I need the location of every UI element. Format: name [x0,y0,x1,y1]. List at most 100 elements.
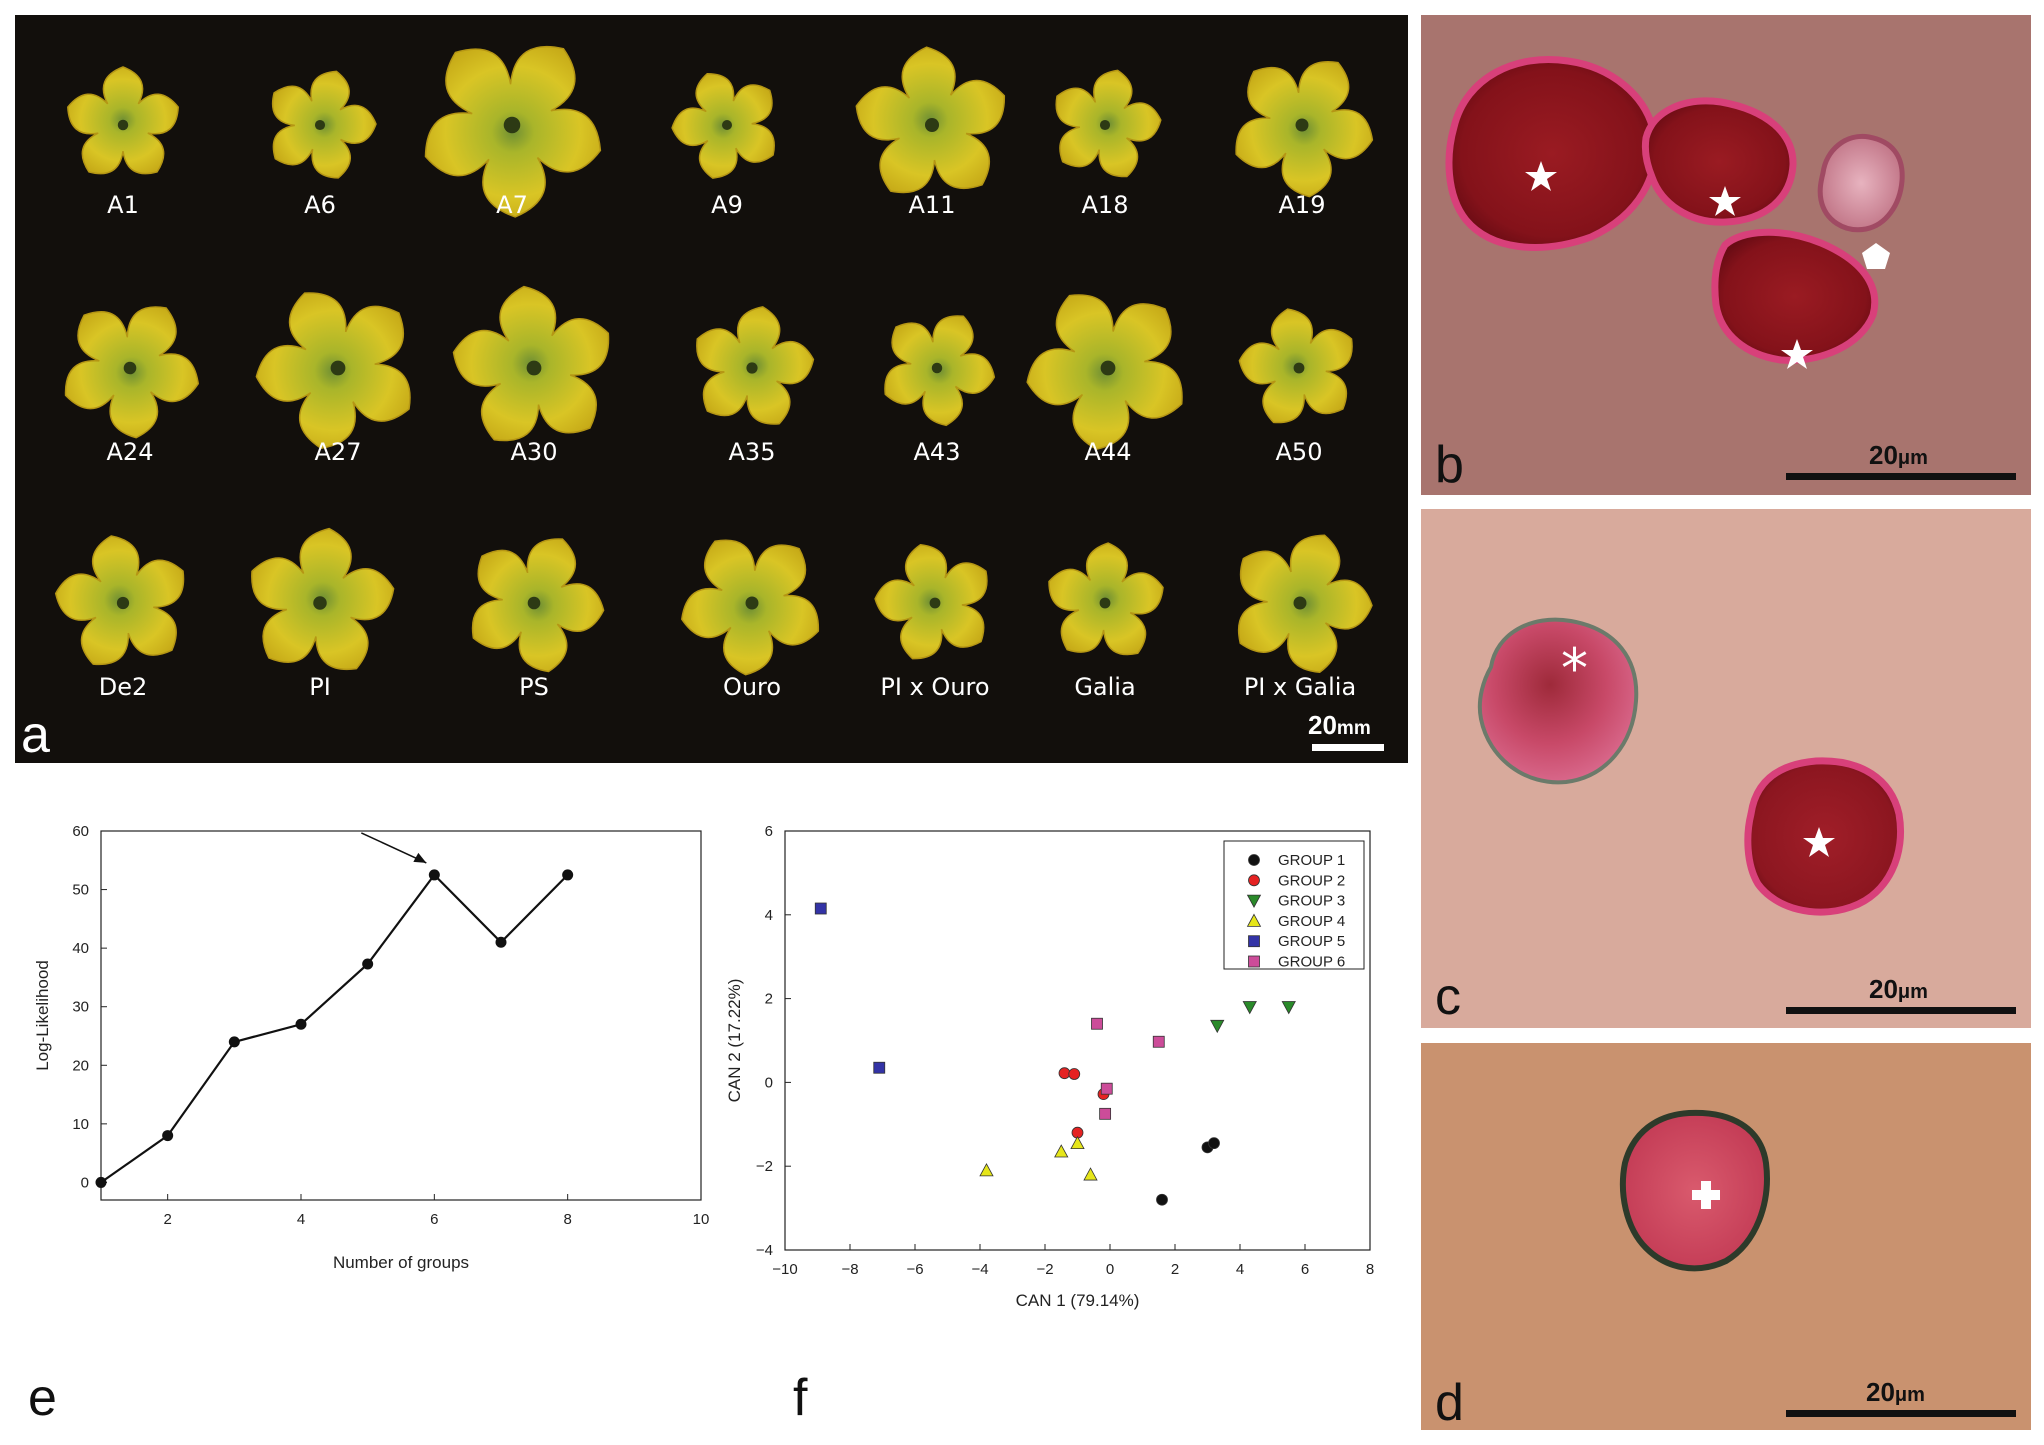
log-likelihood-chart: 2 4 6 8 10 0 10 20 30 40 50 60 Number of groups Log-L… [33,823,709,1272]
y-tick-label: 40 [72,940,89,957]
legend-label: GROUP 1 [1278,852,1345,869]
plot-frame [784,830,1371,1251]
flower-photo-panel: A1 A6 A7 A9 A11 A18 A19 A24 A27 A30 A35 A43 A44 A50 De… [15,15,1408,764]
flower-image [424,45,602,218]
arrow-head [413,852,427,863]
flower-label: A30 [510,438,558,466]
flower-label: A1 [107,191,139,219]
flower-image [1238,308,1353,424]
data-point [873,1061,886,1074]
flower-label: Ouro [722,673,782,701]
asterisk-icon: * [1561,637,1588,700]
flower-label: A7 [496,191,528,219]
y-tick-label: −4 [756,1242,773,1259]
marker-icons: * [1561,637,1835,857]
scale-value-b: 20 [1869,440,1898,470]
flower-label: Galia [1074,673,1136,701]
star-icon [1709,186,1741,216]
x-tick-label: 0 [1106,1261,1114,1278]
data-point [979,1163,994,1177]
data-point [228,1036,240,1048]
flower-image [67,66,179,175]
flower-image [471,538,605,673]
panel-letter-a: a [21,706,50,764]
x-tick-label: 8 [563,1211,571,1228]
data-point [814,902,827,915]
flower-image [271,70,377,179]
y-axis-title: CAN 2 (17.22%) [725,979,744,1103]
flower-image [1055,69,1162,178]
flower-label: A35 [728,438,776,466]
flower-label: PI x Galia [1243,673,1357,701]
flower-images [54,45,1374,676]
flower-image [1235,61,1374,198]
scale-unit-b: μm [1897,447,1928,469]
data-point [1210,1019,1225,1034]
pollen-grain [1711,228,1879,364]
legend-label: GROUP 2 [1278,872,1345,889]
scale-label-c: 20μm [1869,974,1928,1005]
flower-label: PI [309,673,331,701]
flower-label: A43 [913,438,961,466]
pollen-image-c: * [1477,617,1905,916]
legend-label: GROUP 4 [1278,913,1345,930]
data-point [495,936,507,948]
y-tick-label: 2 [765,991,773,1008]
cross-icon [1692,1181,1720,1209]
marker-icons [1525,161,1890,369]
star-icon [1803,827,1835,857]
panel-letter-d: d [1435,1374,1464,1430]
series-line [100,873,569,1184]
x-tick-label: −2 [1036,1261,1053,1278]
data-point [562,869,574,881]
flower-label: PS [519,673,549,701]
pollen-image-d [1619,1109,1770,1272]
x-tick-label: 8 [1366,1261,1374,1278]
legend: GROUP 1 GROUP 2 GROUP 3 GROUP 4 GROUP 5 GROUP… [1223,840,1365,971]
legend-label: GROUP 5 [1278,933,1345,950]
legend-marker [1248,935,1260,948]
y-tick-label: 60 [72,823,89,840]
y-tick-label: 50 [72,882,89,899]
scale-unit-c: μm [1897,981,1928,1003]
data-point [1208,1137,1220,1150]
flower-image [696,306,815,425]
pentagon-icon [1862,243,1890,269]
flower-label: PI x Ouro [880,673,990,701]
y-tick-label: 30 [72,999,89,1016]
pollen-grain [1445,56,1659,251]
scale-value-a: 20 [1308,710,1337,740]
data-point [1058,1067,1071,1080]
legend-marker [1246,894,1262,908]
x-tick-label: −4 [971,1261,988,1278]
flower-image [1048,542,1164,656]
flower-label: A27 [314,438,362,466]
flower-label: De2 [98,673,148,701]
scale-bar-d [1786,1410,2016,1417]
x-tick-label: 4 [1236,1261,1244,1278]
legend-marker [1248,854,1260,866]
scale-bar-b [1786,473,2016,480]
scale-unit-d: μm [1894,1384,1925,1406]
data-point [1100,1082,1113,1095]
scale-label-b: 20μm [1869,440,1928,471]
data-point [1068,1068,1081,1080]
y-axis-title: Log-Likelihood [33,960,52,1071]
pollen-grain [1744,757,1905,916]
data-point [295,1018,307,1030]
flower-image [671,72,775,179]
x-tick-label: −6 [906,1261,923,1278]
x-tick-label: 2 [1171,1261,1179,1278]
y-tick-label: 4 [765,907,773,924]
flower-image [452,285,610,442]
empty-pollen-grain [1817,133,1905,233]
x-axis-title: Number of groups [333,1253,469,1272]
scale-label-d: 20μm [1866,1377,1925,1408]
flower-label: A18 [1081,191,1129,219]
canonical-scatter-chart: −10 −8 −6 −4 −2 0 2 4 6 8 −4 −2 0 2 4 6 CAN 1 (79.14%) CA… [725,823,1374,1310]
scale-label-a: 20mm [1308,710,1371,741]
star-icon [1525,161,1557,191]
legend-marker [1248,955,1260,968]
flower-image [64,306,199,439]
pollen-grain [1641,97,1797,226]
